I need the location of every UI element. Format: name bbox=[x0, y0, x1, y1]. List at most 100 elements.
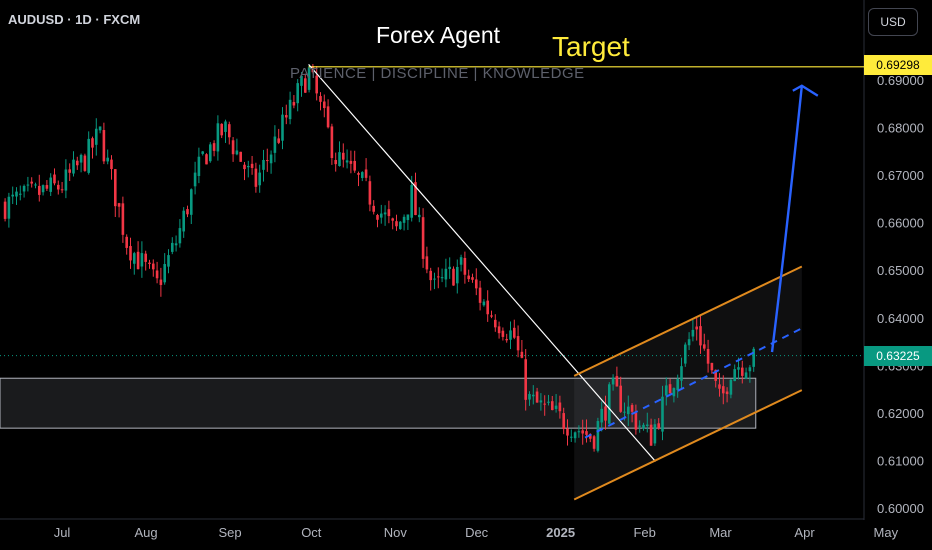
candle-body bbox=[265, 160, 269, 162]
candle-body bbox=[687, 339, 691, 346]
candle-body bbox=[269, 154, 273, 164]
candle-body bbox=[296, 83, 299, 104]
candle-body bbox=[18, 193, 22, 195]
candle-body bbox=[288, 99, 292, 120]
y-axis[interactable]: 0.600000.610000.620000.630000.640000.650… bbox=[877, 73, 924, 516]
x-tick-label: Sep bbox=[218, 525, 241, 540]
candle-body bbox=[136, 251, 140, 270]
candle-body bbox=[300, 75, 303, 86]
candle-body bbox=[623, 411, 626, 413]
candle-body bbox=[53, 174, 56, 184]
candle-body bbox=[577, 431, 581, 433]
candle-body bbox=[197, 156, 201, 176]
candle-body bbox=[227, 124, 231, 138]
candle-body bbox=[341, 152, 345, 160]
candle-body bbox=[155, 270, 159, 279]
x-tick-label: Nov bbox=[384, 525, 408, 540]
candle-body bbox=[448, 266, 451, 270]
x-axis[interactable]: Jul Aug Sep Oct Nov Dec 2025 Feb Mar Apr May bbox=[54, 525, 899, 540]
candle-body bbox=[102, 130, 106, 162]
x-tick-label: Oct bbox=[301, 525, 322, 540]
candle-body bbox=[702, 344, 706, 349]
candle-body bbox=[186, 209, 189, 215]
x-tick-label: Aug bbox=[134, 525, 157, 540]
candle-body bbox=[649, 424, 653, 446]
channel-fill bbox=[574, 266, 802, 500]
candle-body bbox=[56, 184, 60, 190]
y-tick-label: 0.64000 bbox=[877, 311, 924, 326]
candle-body bbox=[262, 159, 265, 170]
y-tick-label: 0.69000 bbox=[877, 73, 924, 88]
candle-body bbox=[349, 160, 353, 164]
drawings bbox=[308, 63, 864, 501]
candle-body bbox=[239, 151, 242, 162]
candle-body bbox=[634, 412, 638, 430]
candle-body bbox=[543, 403, 546, 405]
candle-body bbox=[284, 115, 288, 118]
candle-body bbox=[148, 262, 151, 265]
candle-body bbox=[714, 369, 717, 381]
candle-body bbox=[395, 221, 398, 227]
candle-body bbox=[34, 184, 37, 186]
candle-body bbox=[562, 413, 565, 430]
candle-body bbox=[725, 391, 729, 395]
candle-body bbox=[406, 214, 410, 221]
candle-body bbox=[467, 275, 470, 280]
candle-body bbox=[189, 189, 193, 215]
candle-body bbox=[208, 144, 212, 162]
candle-body bbox=[121, 203, 125, 235]
candle-body bbox=[433, 278, 436, 280]
candle-body bbox=[231, 140, 235, 155]
candle-body bbox=[387, 209, 391, 217]
candle-body bbox=[281, 114, 284, 141]
channel-mid-line bbox=[584, 327, 803, 439]
candle-body bbox=[695, 326, 698, 330]
candle-body bbox=[607, 384, 611, 424]
candle-body bbox=[3, 201, 7, 219]
candle-body bbox=[140, 253, 144, 267]
candle-body bbox=[683, 344, 687, 364]
candle-body bbox=[319, 96, 322, 102]
candle-body bbox=[729, 379, 733, 395]
candle-body bbox=[459, 257, 463, 265]
candle-body bbox=[520, 351, 524, 358]
candle-body bbox=[535, 391, 539, 403]
y-tick-label: 0.62000 bbox=[877, 406, 924, 421]
candle-body bbox=[706, 349, 710, 364]
candle-body bbox=[490, 315, 493, 317]
candle-body bbox=[398, 221, 402, 229]
candle-body bbox=[482, 301, 486, 306]
candle-body bbox=[216, 123, 220, 152]
candle-body bbox=[554, 405, 558, 409]
candle-body bbox=[326, 106, 330, 128]
y-tick-label: 0.65000 bbox=[877, 263, 924, 278]
x-tick-label: Apr bbox=[794, 525, 815, 540]
candle-body bbox=[353, 160, 356, 171]
candle-body bbox=[45, 185, 49, 189]
candle-body bbox=[178, 228, 182, 244]
candle-body bbox=[224, 121, 227, 132]
candle-body bbox=[402, 216, 406, 223]
current-price-tag: 0.63225 bbox=[864, 346, 932, 366]
candle-body bbox=[452, 268, 455, 286]
target-label: Target bbox=[552, 31, 630, 62]
arrow-up-icon bbox=[792, 84, 819, 97]
currency-button[interactable]: USD bbox=[868, 8, 918, 36]
candle-body bbox=[718, 384, 721, 389]
candle-body bbox=[569, 436, 573, 438]
candle-body bbox=[604, 406, 607, 421]
candle-body bbox=[357, 173, 360, 175]
candle-body bbox=[699, 326, 702, 346]
candle-body bbox=[547, 401, 550, 403]
candle-body bbox=[60, 189, 64, 191]
candle-body bbox=[368, 181, 372, 205]
candle-body bbox=[573, 432, 577, 439]
candle-body bbox=[653, 424, 657, 444]
y-tick-label: 0.68000 bbox=[877, 121, 924, 136]
candle-body bbox=[642, 424, 645, 429]
candle-body bbox=[94, 128, 98, 145]
candle-body bbox=[471, 277, 474, 280]
candle-body bbox=[307, 67, 311, 90]
candle-body bbox=[64, 169, 68, 191]
